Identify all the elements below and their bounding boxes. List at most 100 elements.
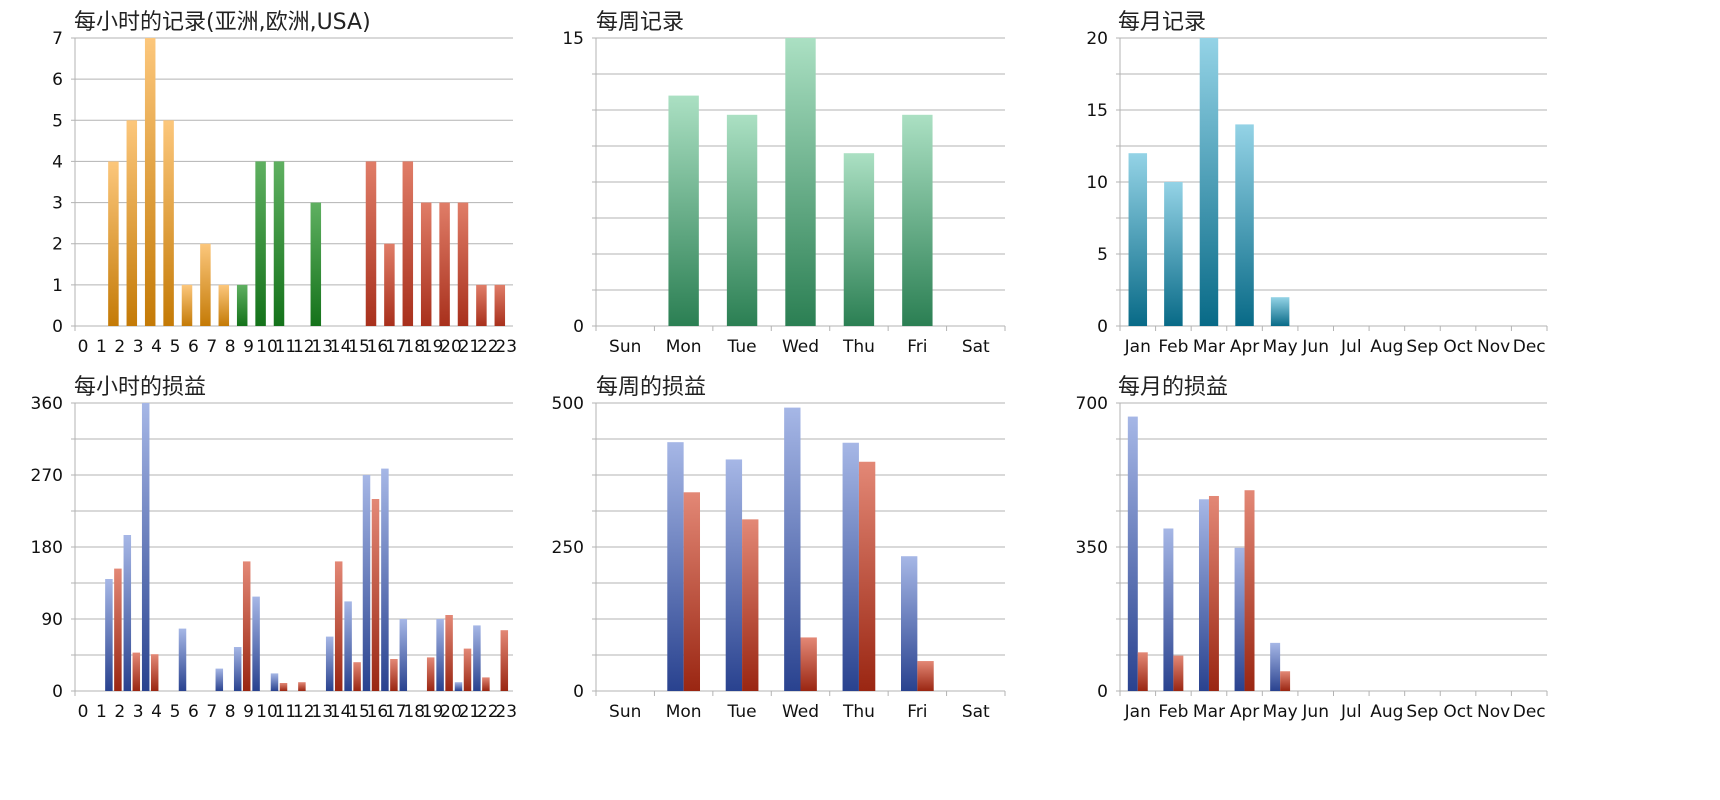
bar: [784, 407, 801, 691]
x-tick-label: 2: [114, 702, 125, 722]
y-tick-label: 0: [573, 317, 584, 337]
x-tick-label: 22: [477, 702, 499, 722]
x-tick-label: 6: [188, 702, 199, 722]
y-tick-label: 0: [52, 682, 63, 702]
bar: [384, 243, 395, 326]
x-tick-label: 12: [293, 337, 315, 357]
x-tick-label: 14: [330, 337, 352, 357]
x-tick-label: 19: [422, 337, 444, 357]
bar: [242, 561, 251, 691]
x-tick-label: 17: [385, 702, 407, 722]
x-tick-label: Sat: [962, 702, 990, 722]
bar: [1137, 652, 1148, 691]
bar: [473, 625, 481, 691]
x-tick-label: 9: [243, 702, 254, 722]
bar: [482, 677, 490, 691]
bar: [858, 461, 876, 691]
bar: [494, 284, 506, 326]
chart-title: 每周记录: [596, 10, 685, 35]
x-tick-label: 3: [133, 702, 144, 722]
bar: [270, 673, 279, 691]
bar: [178, 628, 187, 691]
bar: [334, 561, 343, 691]
x-tick-label: Jun: [1301, 337, 1329, 357]
bar: [150, 654, 159, 691]
x-tick-label: 1: [96, 337, 107, 357]
bar: [399, 619, 408, 691]
weekly-records-chart: 每周记录 0 15 Sun Mon Tue Wed Thu Fri Sat: [560, 0, 1120, 365]
x-tick-label: 0: [78, 702, 89, 722]
bar: [252, 596, 260, 691]
bar: [279, 683, 288, 691]
bar: [200, 243, 211, 326]
x-tick-label: 6: [188, 337, 199, 357]
bar: [298, 682, 306, 691]
bar: [402, 161, 414, 326]
bar: [1244, 490, 1255, 691]
bar: [353, 662, 361, 691]
x-tick-label: Fri: [907, 702, 927, 722]
bar: [445, 615, 453, 691]
bar: [420, 202, 432, 326]
x-tick-label: 7: [206, 702, 217, 722]
bar: [1127, 416, 1138, 691]
bar: [457, 202, 469, 326]
x-tick-label: Dec: [1513, 702, 1546, 722]
bar: [218, 284, 230, 326]
x-tick-label: Jan: [1124, 337, 1151, 357]
bar: [1198, 499, 1209, 691]
x-tick-label: May: [1263, 337, 1298, 357]
x-tick-label: Feb: [1158, 337, 1188, 357]
bar: [1280, 671, 1291, 691]
x-tick-label: Thu: [842, 702, 875, 722]
x-tick-label: Jul: [1340, 702, 1362, 722]
y-tick-label: 0: [52, 317, 63, 337]
x-tick-label: 2: [114, 337, 125, 357]
x-tick-label: 0: [78, 337, 89, 357]
x-tick-label: Mar: [1193, 337, 1225, 357]
y-tick-label: 270: [31, 466, 63, 486]
bar: [273, 161, 285, 326]
x-tick-label: 22: [477, 337, 499, 357]
x-tick-label: 7: [206, 337, 217, 357]
x-tick-label: 3: [133, 337, 144, 357]
y-tick-label: 0: [573, 682, 584, 702]
bar: [141, 403, 150, 691]
x-tick-label: 20: [440, 337, 462, 357]
x-tick-label: 4: [151, 702, 162, 722]
x-tick-label: 5: [170, 702, 181, 722]
bar: [436, 619, 444, 691]
x-tick-label: 16: [367, 702, 389, 722]
hourly-pnl-chart: 每小时的损益 0 90 180 270 360 0 1 2 3 4 5 6 7 8 9 10 11 12 13 14 1…: [0, 365, 560, 730]
chart-svg: 0 5 10 15 20 Jan Feb Mar Apr May Jun Jul Aug Sep Oct No…: [1086, 29, 1548, 357]
bar: [500, 630, 509, 691]
bar: [1270, 297, 1290, 326]
bar: [1163, 528, 1174, 691]
x-tick-label: 17: [385, 337, 407, 357]
x-tick-label: Fri: [907, 337, 927, 357]
chart-svg: 0 250 500 Sun Mon Tue Wed Thu Fri Sat: [552, 394, 1006, 722]
x-tick-label: Wed: [782, 702, 819, 722]
bar: [381, 468, 389, 691]
x-tick-label: 14: [330, 702, 352, 722]
bar: [233, 647, 242, 691]
x-tick-label: 23: [495, 702, 517, 722]
x-tick-label: 11: [275, 337, 297, 357]
y-tick-label: 0: [1097, 682, 1108, 702]
bar: [1164, 182, 1183, 326]
x-tick-label: Mar: [1193, 702, 1225, 722]
x-tick-label: 13: [311, 337, 333, 357]
hourly-records-chart: 每小时的记录(亚洲,欧洲,USA) 0 1 2 3 4 5 6 7 0 1 2 3 4 5 6 7 8 9 10 11…: [0, 0, 560, 365]
bar: [842, 442, 859, 691]
y-tick-label: 15: [1086, 101, 1108, 121]
x-tick-label: Jan: [1124, 702, 1151, 722]
x-tick-label: Sat: [962, 337, 990, 357]
bar: [123, 535, 132, 691]
bar: [900, 556, 918, 691]
bar: [917, 661, 934, 691]
y-tick-label: 0: [1097, 317, 1108, 337]
bar: [463, 648, 472, 691]
bar: [255, 161, 266, 326]
bar: [236, 284, 248, 326]
